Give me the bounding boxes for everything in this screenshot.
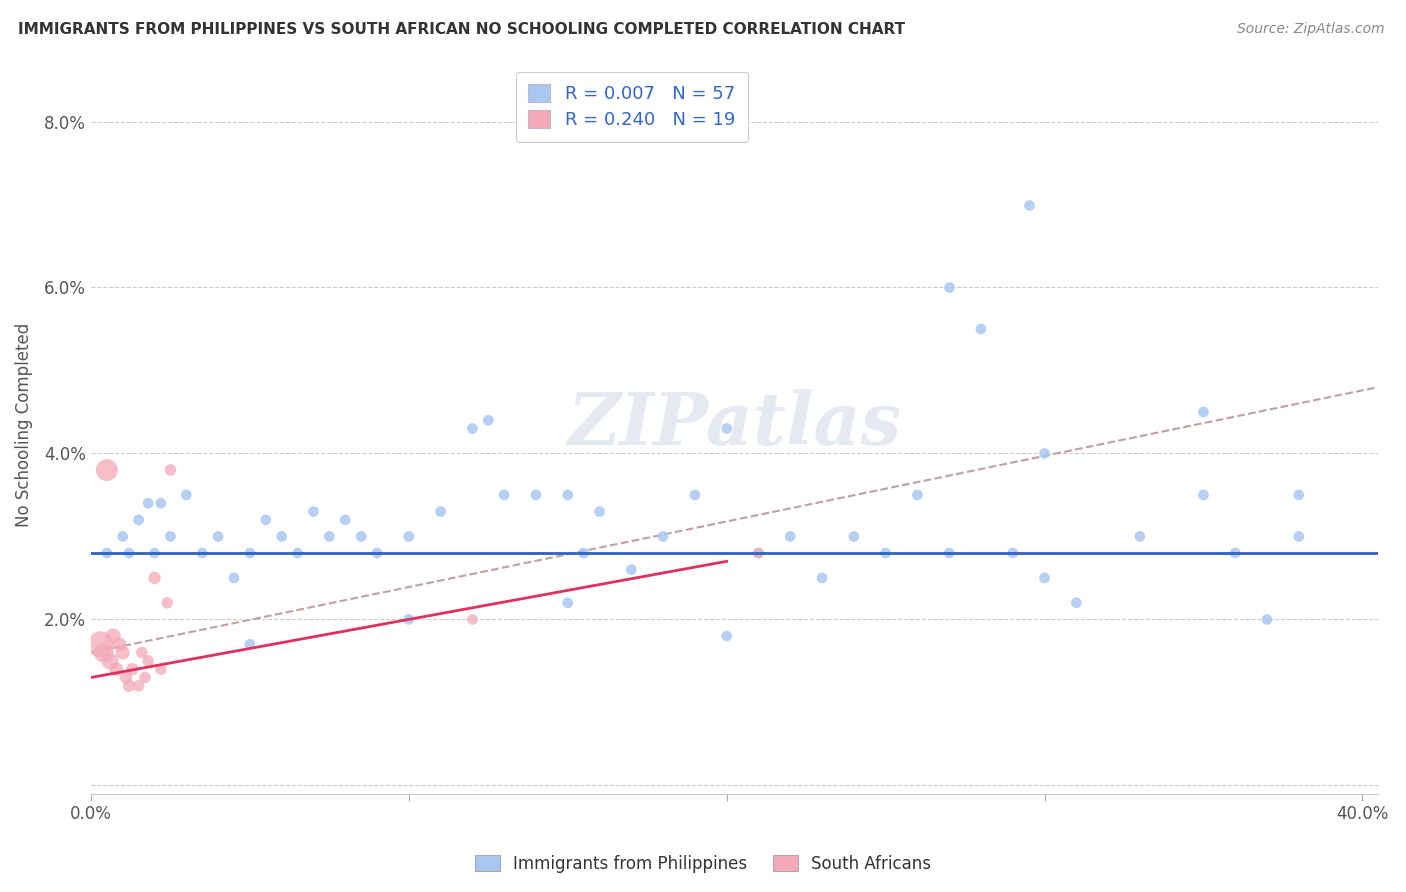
- Point: [350, 529, 373, 543]
- Point: [254, 513, 277, 527]
- Point: [105, 662, 128, 676]
- Point: [207, 529, 229, 543]
- Point: [131, 646, 153, 660]
- Point: [111, 646, 134, 660]
- Y-axis label: No Schooling Completed: No Schooling Completed: [15, 322, 32, 526]
- Point: [572, 546, 595, 560]
- Point: [118, 679, 141, 693]
- Point: [494, 488, 516, 502]
- Point: [128, 679, 150, 693]
- Point: [1129, 529, 1152, 543]
- Point: [134, 671, 156, 685]
- Point: [96, 546, 118, 560]
- Point: [398, 612, 420, 626]
- Point: [318, 529, 340, 543]
- Point: [477, 413, 499, 427]
- Point: [111, 529, 134, 543]
- Point: [239, 637, 262, 651]
- Text: Source: ZipAtlas.com: Source: ZipAtlas.com: [1237, 22, 1385, 37]
- Point: [1033, 446, 1056, 460]
- Point: [1033, 571, 1056, 585]
- Point: [1256, 612, 1278, 626]
- Point: [118, 546, 141, 560]
- Point: [1192, 488, 1215, 502]
- Point: [149, 662, 172, 676]
- Point: [93, 646, 115, 660]
- Point: [176, 488, 198, 502]
- Point: [115, 671, 138, 685]
- Point: [1018, 197, 1040, 211]
- Point: [398, 529, 420, 543]
- Point: [270, 529, 292, 543]
- Point: [103, 629, 125, 643]
- Point: [524, 488, 547, 502]
- Point: [222, 571, 245, 585]
- Point: [1066, 596, 1088, 610]
- Point: [159, 463, 181, 477]
- Point: [1225, 546, 1247, 560]
- Point: [875, 546, 897, 560]
- Point: [1288, 488, 1310, 502]
- Point: [811, 571, 834, 585]
- Point: [121, 662, 143, 676]
- Point: [191, 546, 214, 560]
- Point: [239, 546, 262, 560]
- Point: [461, 612, 484, 626]
- Point: [779, 529, 801, 543]
- Point: [1192, 405, 1215, 419]
- Point: [149, 496, 172, 510]
- Point: [842, 529, 865, 543]
- Text: IMMIGRANTS FROM PHILIPPINES VS SOUTH AFRICAN NO SCHOOLING COMPLETED CORRELATION : IMMIGRANTS FROM PHILIPPINES VS SOUTH AFR…: [18, 22, 905, 37]
- Point: [1288, 529, 1310, 543]
- Point: [747, 546, 769, 560]
- Point: [366, 546, 388, 560]
- Point: [302, 504, 325, 518]
- Point: [108, 637, 131, 651]
- Point: [716, 629, 738, 643]
- Point: [461, 421, 484, 435]
- Point: [938, 546, 960, 560]
- Point: [159, 529, 181, 543]
- Point: [557, 596, 579, 610]
- Point: [652, 529, 675, 543]
- Point: [287, 546, 309, 560]
- Point: [89, 637, 111, 651]
- Point: [429, 504, 451, 518]
- Point: [128, 513, 150, 527]
- Point: [557, 488, 579, 502]
- Point: [96, 463, 118, 477]
- Point: [683, 488, 706, 502]
- Point: [747, 546, 769, 560]
- Point: [156, 596, 179, 610]
- Point: [1001, 546, 1024, 560]
- Point: [588, 504, 610, 518]
- Point: [335, 513, 357, 527]
- Text: ZIPatlas: ZIPatlas: [568, 389, 901, 460]
- Legend: Immigrants from Philippines, South Africans: Immigrants from Philippines, South Afric…: [468, 848, 938, 880]
- Point: [98, 654, 121, 668]
- Point: [143, 571, 166, 585]
- Point: [136, 496, 159, 510]
- Point: [143, 546, 166, 560]
- Point: [136, 654, 159, 668]
- Point: [620, 563, 643, 577]
- Legend: R = 0.007   N = 57, R = 0.240   N = 19: R = 0.007 N = 57, R = 0.240 N = 19: [516, 71, 748, 142]
- Point: [938, 280, 960, 294]
- Point: [905, 488, 928, 502]
- Point: [716, 421, 738, 435]
- Point: [970, 322, 993, 336]
